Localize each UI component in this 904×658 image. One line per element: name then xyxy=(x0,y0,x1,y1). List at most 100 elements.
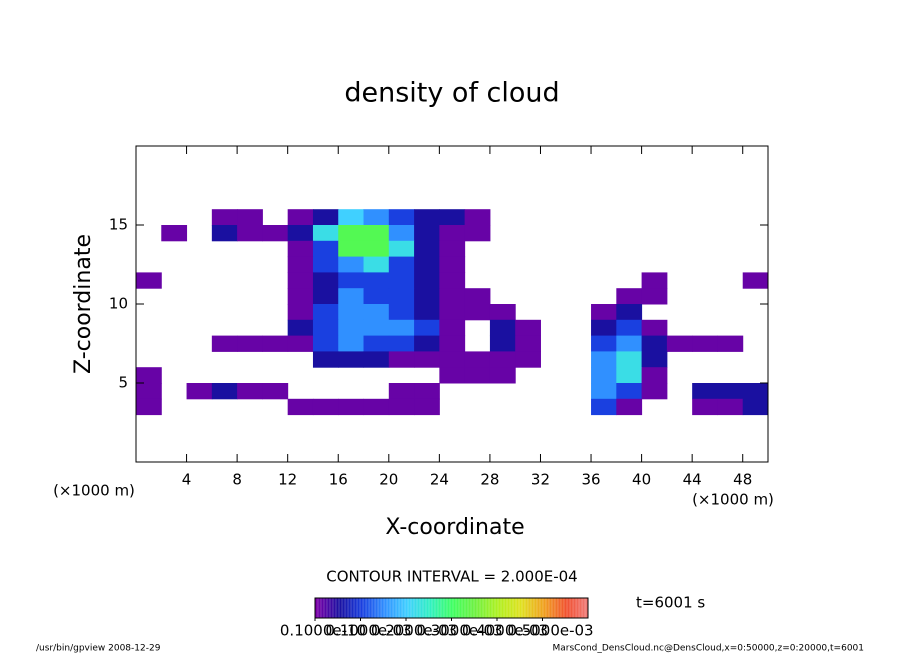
field-cell xyxy=(414,304,440,321)
field-cell xyxy=(338,240,365,258)
colorbar-stripe xyxy=(399,598,403,618)
x-tick-label: 16 xyxy=(329,471,348,489)
field-cell xyxy=(136,367,162,384)
field-cell xyxy=(616,304,643,321)
field-cell xyxy=(237,209,263,226)
field-cell xyxy=(363,319,390,337)
field-cell xyxy=(136,272,162,289)
field-cell xyxy=(464,288,491,305)
field-cell xyxy=(591,304,617,321)
field-cell xyxy=(338,256,365,273)
colorbar-stripe xyxy=(423,598,427,618)
colorbar-stripe xyxy=(489,598,493,618)
colorbar-stripe xyxy=(372,598,376,618)
field-cell xyxy=(338,288,365,305)
field-cell xyxy=(136,383,162,400)
field-cell xyxy=(515,351,541,368)
colorbar-stripe xyxy=(384,598,388,618)
colorbar-stripe xyxy=(438,598,442,618)
x-tick-label: 20 xyxy=(379,471,398,489)
field-cell xyxy=(439,225,466,242)
field-cell xyxy=(338,351,365,368)
field-cell xyxy=(591,398,617,416)
colorbar-stripe xyxy=(465,598,469,618)
field-cell xyxy=(363,288,390,305)
colorbar-stripe xyxy=(369,598,373,618)
colorbar-stripe xyxy=(501,598,505,618)
footer-right: MarsCond_DensCloud.nc@DensCloud,x=0:5000… xyxy=(553,644,865,654)
colorbar-stripe xyxy=(450,598,454,618)
colorbar-stripe xyxy=(354,598,358,618)
field-cell xyxy=(641,367,668,384)
colorbar-stripe xyxy=(522,598,526,618)
field-cell xyxy=(414,288,440,305)
field-cell xyxy=(515,319,541,337)
field-cell xyxy=(388,256,415,273)
field-cell xyxy=(489,367,516,384)
colorbar-stripe xyxy=(537,598,541,618)
field-cell xyxy=(388,319,415,337)
field-cell xyxy=(515,335,541,352)
field-cell xyxy=(439,272,466,289)
colorbar-stripe xyxy=(393,598,397,618)
colorbar-stripe xyxy=(414,598,418,618)
colorbar-stripe xyxy=(318,598,322,618)
field-cell xyxy=(287,256,314,273)
field-cell xyxy=(641,272,668,289)
field-cell xyxy=(312,335,339,352)
field-cell xyxy=(439,304,466,321)
field-cell xyxy=(666,335,693,352)
field-cell xyxy=(616,383,643,400)
colorbar-stripe xyxy=(507,598,511,618)
colorbar-stripe xyxy=(432,598,436,618)
field-cell xyxy=(312,351,339,368)
colorbar-stripe xyxy=(357,598,361,618)
field-cell xyxy=(616,335,643,352)
field-cell xyxy=(641,335,668,352)
colorbar-stripe xyxy=(462,598,466,618)
colorbar-tick-label: 0.1000e-03 xyxy=(325,622,411,640)
colorbar-stripe xyxy=(528,598,532,618)
contour-interval: CONTOUR INTERVAL = 2.000E-04 xyxy=(326,568,577,586)
colorbar-stripe xyxy=(549,598,553,618)
colorbar-stripe xyxy=(480,598,484,618)
field-cell xyxy=(136,398,162,416)
field-cell xyxy=(692,335,718,352)
field-cell xyxy=(363,225,390,242)
field-cell xyxy=(312,256,339,273)
field-cell xyxy=(464,225,491,242)
colorbar-stripe xyxy=(324,598,328,618)
colorbar-stripe xyxy=(366,598,370,618)
field-cell xyxy=(262,383,289,400)
colorbar-stripe xyxy=(546,598,550,618)
field-cell xyxy=(287,288,314,305)
field-cell xyxy=(616,367,643,384)
field-cell xyxy=(414,225,440,242)
colorbar-stripe xyxy=(402,598,406,618)
colorbar-stripe xyxy=(360,598,364,618)
field-cell xyxy=(464,209,491,226)
field-cell xyxy=(287,272,314,289)
field-cell xyxy=(414,256,440,273)
colorbar-stripe xyxy=(405,598,409,618)
field-cell xyxy=(489,335,516,352)
field-cell xyxy=(338,272,365,289)
field-cell xyxy=(591,335,617,352)
field-cell xyxy=(287,304,314,321)
field-cell xyxy=(211,335,238,352)
colorbar-stripe xyxy=(534,598,538,618)
field-cell xyxy=(414,351,440,368)
field-cell xyxy=(439,335,466,352)
colorbar-stripe xyxy=(513,598,517,618)
field-cell xyxy=(338,335,365,352)
x-tick-label: 32 xyxy=(531,471,550,489)
field-cell xyxy=(338,304,365,321)
field-cell xyxy=(414,272,440,289)
field-cell xyxy=(363,351,390,368)
colorbar-stripe xyxy=(351,598,355,618)
field-cell xyxy=(742,398,769,416)
x-tick-label: 24 xyxy=(430,471,449,489)
field-cell xyxy=(439,240,466,258)
field-cell xyxy=(338,398,365,416)
field-cell xyxy=(363,398,390,416)
